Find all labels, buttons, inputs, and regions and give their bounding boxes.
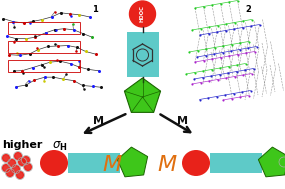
- Circle shape: [25, 163, 32, 170]
- Bar: [210, 153, 262, 173]
- Polygon shape: [125, 78, 160, 112]
- Text: M: M: [176, 116, 188, 126]
- Circle shape: [9, 160, 15, 167]
- Circle shape: [13, 166, 19, 173]
- Text: higher: higher: [2, 140, 42, 150]
- Text: 1: 1: [92, 5, 98, 14]
- Circle shape: [3, 164, 9, 171]
- Ellipse shape: [182, 150, 210, 176]
- Circle shape: [15, 153, 21, 160]
- Bar: [127, 32, 158, 77]
- Text: $\mathit{M}$: $\mathit{M}$: [157, 154, 177, 176]
- Text: M: M: [93, 116, 103, 126]
- Text: 2: 2: [245, 5, 251, 14]
- Bar: [68, 153, 120, 173]
- Text: $\sigma_{\bf H}$: $\sigma_{\bf H}$: [52, 140, 68, 153]
- Circle shape: [7, 170, 13, 177]
- Polygon shape: [258, 147, 285, 177]
- Circle shape: [3, 154, 9, 161]
- Polygon shape: [117, 147, 148, 177]
- Bar: [8, 60, 80, 72]
- Text: $\mathit{M}$: $\mathit{M}$: [102, 154, 122, 176]
- Circle shape: [23, 156, 30, 163]
- Circle shape: [129, 1, 156, 27]
- Ellipse shape: [40, 150, 68, 176]
- Circle shape: [280, 158, 285, 166]
- Bar: [8, 41, 80, 53]
- Circle shape: [19, 159, 25, 166]
- Bar: [8, 22, 80, 34]
- Circle shape: [17, 171, 23, 178]
- Text: HOOC: HOOC: [140, 5, 145, 22]
